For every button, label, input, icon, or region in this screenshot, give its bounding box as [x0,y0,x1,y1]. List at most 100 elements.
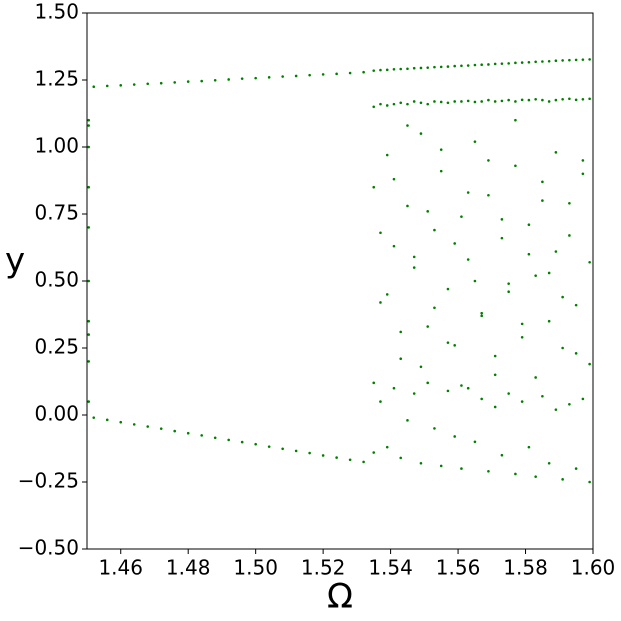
x-tick-label: 1.58 [503,556,548,580]
point [568,234,571,237]
point [541,394,544,398]
point [294,74,298,78]
x-tick-label: 1.48 [166,556,211,580]
point [419,461,423,465]
point [294,449,298,453]
point [254,76,257,80]
point [581,159,585,162]
point [159,81,163,85]
point [487,159,490,162]
point [460,100,463,103]
point [527,223,531,227]
point [87,185,90,189]
point [335,72,338,76]
point [487,63,490,66]
point [392,386,396,390]
point [385,153,389,157]
point [119,420,123,424]
point [561,478,564,481]
point [507,290,510,294]
point [473,63,477,67]
y-tick-label: −0.25 [18,469,79,493]
point [426,210,430,213]
point [240,77,244,80]
point [534,97,537,101]
point [561,97,564,101]
point [446,389,450,393]
point [480,311,483,315]
point [392,244,396,248]
point [105,84,109,88]
point [406,67,409,71]
y-tick-label: 1.00 [34,134,79,158]
point [439,65,443,69]
point [507,62,510,65]
point [588,260,591,264]
point [460,384,463,387]
point [406,204,409,208]
point [514,100,517,103]
point [412,266,416,269]
y-axis-label: y [5,241,25,281]
point [200,434,203,437]
point [520,335,524,339]
point [385,293,389,296]
point [527,252,531,256]
point [574,98,578,102]
x-axis-label: Ω [327,577,353,617]
point [92,85,96,88]
point [446,287,450,291]
point [87,118,90,122]
point [453,435,456,438]
point [554,408,558,411]
x-tick-label: 1.56 [436,556,481,580]
point [527,98,531,102]
point [321,73,325,76]
point [119,84,123,87]
point [439,148,443,151]
point [186,80,190,83]
point [520,61,524,64]
point [433,306,436,310]
point [308,73,311,77]
point [399,357,403,361]
point [514,118,517,122]
point [105,418,109,422]
point [568,58,571,62]
point [372,69,376,72]
point [500,453,504,457]
point [446,341,450,344]
point [588,480,591,484]
point [514,472,517,476]
point [493,405,497,409]
point [541,180,544,184]
point [568,402,571,406]
point [520,98,524,102]
point [547,59,551,63]
point [534,60,537,64]
point [466,258,470,261]
point [446,65,450,68]
point [254,442,257,446]
point [466,191,470,194]
point [534,376,537,379]
point [487,193,490,197]
point [588,97,591,101]
point [406,124,409,127]
point [473,100,477,104]
point [419,101,423,105]
point [433,427,436,430]
point [372,105,376,109]
point [460,215,463,218]
point [399,456,403,460]
point [379,301,382,304]
point [335,456,338,459]
point [493,100,497,103]
point [588,58,591,61]
point [507,282,510,285]
point [392,177,396,181]
point [466,386,470,390]
point [379,400,382,403]
point [439,169,443,173]
point [574,467,578,470]
